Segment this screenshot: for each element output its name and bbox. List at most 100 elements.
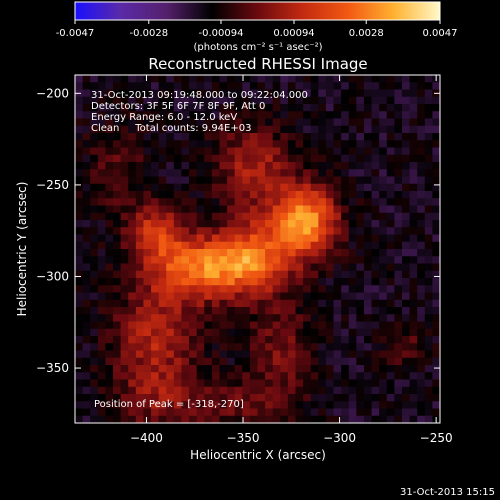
image-pixel — [219, 227, 228, 235]
image-pixel — [135, 111, 144, 119]
image-pixel — [287, 89, 296, 98]
image-pixel — [151, 263, 160, 272]
image-pixel — [333, 365, 342, 373]
image-pixel — [386, 147, 395, 156]
image-pixel — [242, 82, 251, 90]
image-pixel — [417, 183, 426, 192]
image-pixel — [219, 118, 228, 127]
image-pixel — [128, 104, 137, 112]
image-pixel — [105, 191, 114, 199]
image-pixel — [189, 408, 198, 417]
image-pixel — [97, 118, 106, 127]
image-pixel — [75, 343, 83, 351]
image-pixel — [379, 183, 388, 192]
image-pixel — [143, 314, 152, 322]
image-pixel — [234, 299, 243, 308]
image-pixel — [272, 386, 281, 395]
image-pixel — [158, 408, 167, 417]
image-pixel — [211, 386, 220, 395]
image-pixel — [432, 176, 440, 185]
image-pixel — [371, 408, 380, 417]
image-pixel — [173, 82, 182, 90]
image-pixel — [204, 415, 213, 423]
image-pixel — [143, 205, 152, 214]
image-pixel — [120, 154, 129, 163]
image-pixel — [158, 285, 167, 293]
image-pixel — [158, 176, 167, 185]
image-pixel — [348, 191, 357, 199]
image-pixel — [287, 401, 296, 409]
image-pixel — [181, 198, 190, 206]
image-pixel — [333, 394, 342, 402]
image-pixel — [287, 96, 296, 105]
image-pixel — [227, 75, 236, 83]
image-pixel — [158, 75, 167, 83]
image-pixel — [135, 350, 144, 359]
image-pixel — [204, 263, 213, 272]
image-pixel — [409, 292, 418, 301]
x-tick-label: −300 — [323, 431, 356, 445]
image-pixel — [310, 249, 319, 257]
image-pixel — [90, 241, 99, 250]
image-pixel — [234, 365, 243, 373]
image-pixel — [196, 408, 205, 417]
image-pixel — [166, 372, 175, 380]
image-pixel — [128, 328, 137, 337]
image-pixel — [173, 220, 182, 228]
image-pixel — [310, 118, 319, 127]
image-pixel — [424, 96, 433, 105]
image-pixel — [325, 336, 334, 344]
image-pixel — [379, 133, 388, 141]
image-pixel — [356, 321, 365, 330]
image-pixel — [287, 328, 296, 337]
image-pixel — [166, 394, 175, 402]
image-pixel — [97, 278, 106, 286]
image-pixel — [249, 234, 258, 243]
image-pixel — [75, 220, 83, 228]
image-pixel — [265, 408, 274, 417]
image-pixel — [249, 256, 258, 264]
image-pixel — [234, 82, 243, 90]
image-pixel — [310, 394, 319, 402]
image-pixel — [394, 386, 403, 395]
image-pixel — [135, 357, 144, 366]
image-pixel — [424, 256, 433, 264]
peak-position-label: Position of Peak = [-318,-270] — [94, 399, 244, 410]
image-pixel — [363, 314, 372, 322]
image-pixel — [424, 401, 433, 409]
image-pixel — [325, 249, 334, 257]
image-pixel — [432, 263, 440, 272]
image-pixel — [166, 154, 175, 163]
image-pixel — [75, 241, 83, 250]
image-pixel — [249, 212, 258, 221]
image-pixel — [249, 343, 258, 351]
image-pixel — [120, 212, 129, 221]
image-pixel — [113, 212, 122, 221]
image-pixel — [371, 386, 380, 395]
image-pixel — [227, 133, 236, 141]
image-pixel — [432, 314, 440, 322]
image-pixel — [97, 111, 106, 119]
image-pixel — [211, 198, 220, 206]
image-pixel — [196, 299, 205, 308]
image-pixel — [128, 183, 137, 192]
image-pixel — [143, 183, 152, 192]
image-pixel — [265, 343, 274, 351]
image-pixel — [280, 234, 289, 243]
image-pixel — [158, 263, 167, 272]
image-pixel — [173, 285, 182, 293]
image-pixel — [211, 154, 220, 163]
image-pixel — [432, 96, 440, 105]
image-pixel — [196, 328, 205, 337]
image-pixel — [409, 401, 418, 409]
image-pixel — [158, 278, 167, 286]
image-pixel — [158, 394, 167, 402]
image-pixel — [348, 154, 357, 163]
image-pixel — [303, 140, 312, 148]
image-pixel — [401, 343, 410, 351]
image-pixel — [227, 285, 236, 293]
image-pixel — [272, 169, 281, 177]
image-pixel — [120, 234, 129, 243]
image-pixel — [379, 96, 388, 105]
image-pixel — [417, 321, 426, 330]
